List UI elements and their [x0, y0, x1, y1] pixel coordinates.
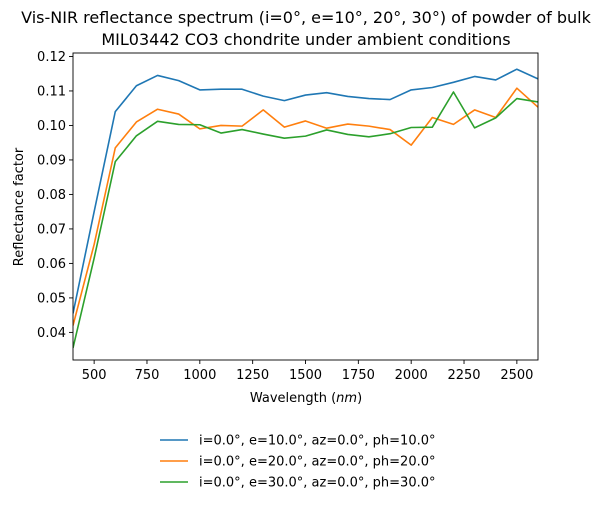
y-tick-label: 0.04 — [37, 326, 66, 341]
series-line-3 — [73, 91, 538, 349]
y-tick-label: 0.07 — [37, 222, 66, 237]
legend-label-3: i=0.0°, e=30.0°, az=0.0°, ph=30.0° — [199, 476, 436, 491]
y-tick-label: 0.12 — [37, 50, 66, 65]
y-axis-label: Reflectance factor — [12, 147, 27, 266]
y-tick-label: 0.08 — [37, 188, 66, 203]
x-axis-label-main: Wavelength ( — [250, 391, 336, 406]
legend-label-2: i=0.0°, e=20.0°, az=0.0°, ph=20.0° — [199, 455, 436, 470]
x-axis-label-close: ) — [357, 391, 362, 406]
x-axis-label-unit: nm — [336, 391, 357, 406]
series-line-1 — [73, 68, 538, 314]
x-tick-label: 500 — [82, 368, 107, 383]
series-line-2 — [73, 87, 538, 326]
x-tick-label: 2500 — [500, 368, 533, 383]
x-tick-label: 1000 — [183, 368, 216, 383]
x-tick-label: 2250 — [447, 368, 480, 383]
x-tick-label: 750 — [135, 368, 160, 383]
x-tick-label: 1750 — [342, 368, 375, 383]
y-tick-label: 0.05 — [37, 291, 66, 306]
y-axis-ticks: 0.04 0.05 0.06 0.07 0.08 0.09 0.10 0.11 0.12 — [37, 50, 73, 341]
chart-title-line-2: MIL03442 CO3 chondrite under ambient con… — [101, 30, 510, 49]
y-tick-label: 0.11 — [37, 84, 66, 99]
x-axis-label: Wavelength (nm) — [250, 391, 362, 406]
x-tick-label: 1500 — [289, 368, 322, 383]
y-tick-label: 0.10 — [37, 119, 66, 134]
legend-label-1: i=0.0°, e=10.0°, az=0.0°, ph=10.0° — [199, 434, 436, 449]
chart-title-line-1: Vis-NIR reflectance spectrum (i=0°, e=10… — [21, 8, 591, 27]
series-layer — [73, 68, 538, 349]
x-tick-label: 1250 — [236, 368, 269, 383]
legend: i=0.0°, e=10.0°, az=0.0°, ph=10.0° i=0.0°… — [160, 434, 436, 491]
x-tick-label: 2000 — [395, 368, 428, 383]
x-axis-ticks: 500 750 1000 1250 1500 1750 2000 2250 2500 — [82, 360, 533, 383]
y-tick-label: 0.06 — [37, 257, 66, 272]
y-tick-label: 0.09 — [37, 153, 66, 168]
